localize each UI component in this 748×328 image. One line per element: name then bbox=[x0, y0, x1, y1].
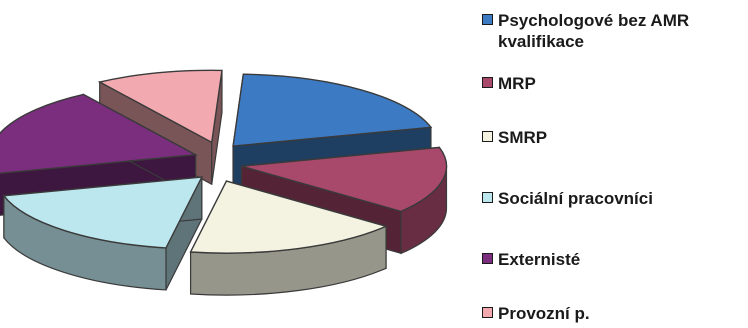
legend-swatch bbox=[482, 253, 493, 264]
legend-swatch bbox=[482, 307, 493, 318]
legend-label: Sociální pracovníci bbox=[498, 189, 653, 208]
legend-swatch bbox=[482, 192, 493, 203]
pie-slice-4 bbox=[0, 93, 198, 175]
legend-item-mrp: MRP bbox=[482, 73, 536, 94]
legend-label: Provozní p. bbox=[498, 304, 590, 323]
legend-swatch bbox=[482, 131, 493, 142]
pie-slice-3 bbox=[2, 176, 203, 249]
legend-item-psychologove: Psychologové bez AMR kvalifikace bbox=[482, 10, 738, 52]
pie-slice-5 bbox=[97, 69, 223, 144]
legend-label: MRP bbox=[498, 74, 536, 93]
legend-swatch bbox=[482, 77, 493, 88]
legend-item-smrp: SMRP bbox=[482, 127, 547, 148]
pie-chart bbox=[0, 69, 448, 296]
legend-swatch bbox=[482, 14, 493, 25]
legend-item-socialni-pracovnici: Sociální pracovníci bbox=[482, 188, 653, 209]
legend-label: SMRP bbox=[498, 128, 548, 147]
pie-slice-0 bbox=[232, 73, 433, 147]
legend-label: Externisté bbox=[498, 250, 581, 269]
pie-slice-1 bbox=[241, 146, 448, 213]
legend-label: Psychologové bez AMR kvalifikace bbox=[498, 11, 690, 51]
legend-item-provozni: Provozní p. bbox=[482, 303, 590, 324]
legend-item-externiste: Externisté bbox=[482, 249, 580, 270]
pie-slice-2 bbox=[189, 180, 389, 254]
